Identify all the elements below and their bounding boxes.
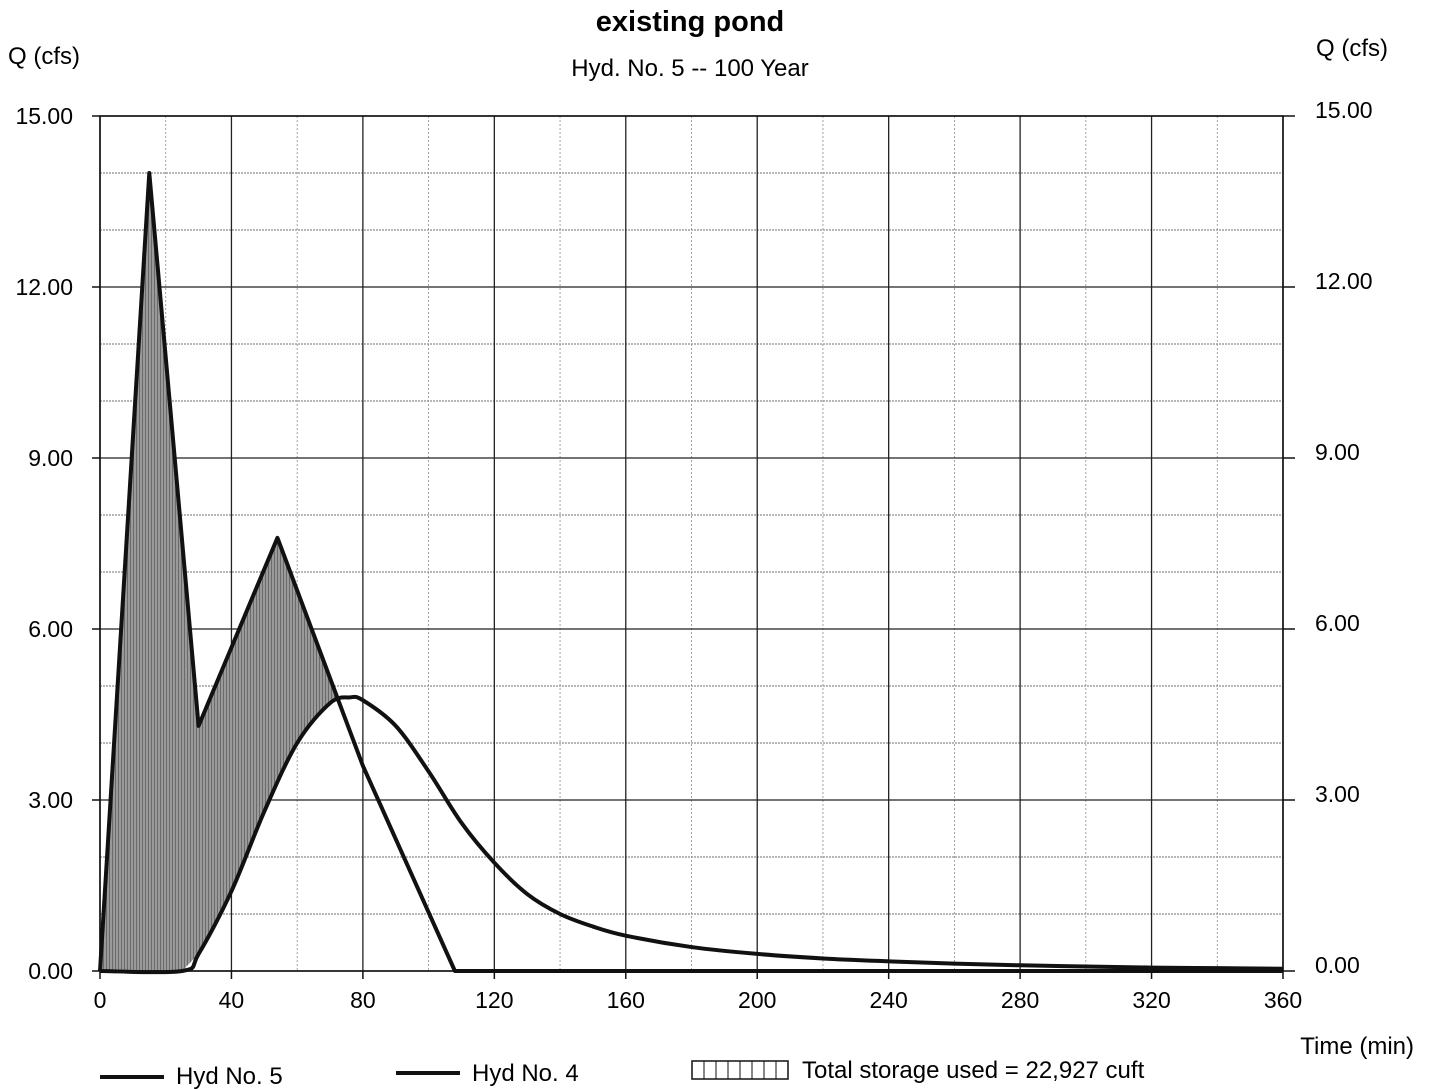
y-tick-label-right: 6.00 bbox=[1315, 610, 1360, 636]
x-tick-label: 120 bbox=[475, 987, 513, 1013]
x-tick-label: 320 bbox=[1132, 987, 1170, 1013]
y-tick-label-right: 12.00 bbox=[1315, 268, 1373, 294]
series-line-hyd4 bbox=[99, 694, 1284, 975]
y-axis-title-right: Q (cfs) bbox=[1316, 35, 1388, 62]
x-tick-label: 360 bbox=[1264, 987, 1302, 1013]
plot-border bbox=[99, 115, 1284, 972]
x-tick-label: 80 bbox=[350, 987, 376, 1013]
x-tick-label: 200 bbox=[738, 987, 776, 1013]
legend-label-storage: Total storage used = 22,927 cuft bbox=[802, 1057, 1145, 1084]
storage-fill bbox=[100, 173, 462, 971]
x-tick-label: 280 bbox=[1001, 987, 1039, 1013]
y-tick-label-left: 6.00 bbox=[28, 616, 73, 642]
legend-swatch-storage bbox=[691, 1060, 789, 1080]
legend: Hyd No. 5 Hyd No. 4 Total storage used =… bbox=[100, 1057, 1145, 1089]
plot-frame bbox=[92, 115, 1295, 979]
x-tick-label: 240 bbox=[869, 987, 907, 1013]
y-axis-title-left: Q (cfs) bbox=[8, 43, 80, 70]
chart-title: existing pond bbox=[596, 6, 785, 38]
y-tick-label-right: 3.00 bbox=[1315, 781, 1360, 807]
y-tick-label-left: 12.00 bbox=[15, 274, 73, 300]
minor-grid bbox=[100, 116, 1283, 971]
x-axis-title: Time (min) bbox=[1300, 1033, 1414, 1060]
y-tick-label-right: 9.00 bbox=[1315, 439, 1360, 465]
storage-area bbox=[100, 173, 462, 971]
y-tick-label-left: 3.00 bbox=[28, 787, 73, 813]
x-tick-label: 40 bbox=[219, 987, 245, 1013]
tick-labels: 0.00 3.00 6.00 9.00 12.00 15.00 0.00 3.00 6.00 9.… bbox=[15, 97, 1372, 1013]
x-tick-label: 0 bbox=[94, 987, 107, 1013]
y-tick-label-left: 0.00 bbox=[28, 958, 73, 984]
x-tick-label: 160 bbox=[607, 987, 645, 1013]
y-tick-label-right: 0.00 bbox=[1315, 952, 1360, 978]
y-tick-label-left: 15.00 bbox=[15, 103, 73, 129]
y-tick-label-left: 9.00 bbox=[28, 445, 73, 471]
y-tick-label-right: 15.00 bbox=[1315, 97, 1373, 123]
legend-label-hyd4: Hyd No. 4 bbox=[472, 1060, 579, 1087]
chart-subtitle: Hyd. No. 5 -- 100 Year bbox=[571, 55, 808, 82]
legend-label-hyd5: Hyd No. 5 bbox=[176, 1063, 283, 1089]
